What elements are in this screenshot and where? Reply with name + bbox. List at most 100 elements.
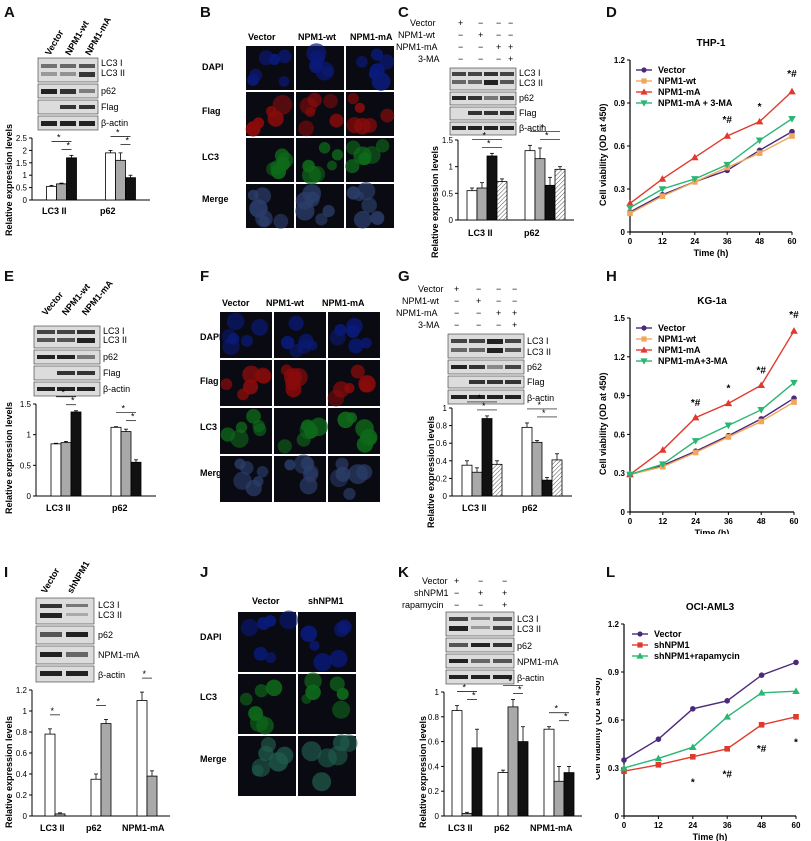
- cell-blob: [273, 213, 289, 229]
- bar: [44, 733, 56, 817]
- svg-text:−: −: [454, 600, 459, 610]
- x-tick-label: 60: [788, 237, 797, 246]
- group-label: p62: [112, 503, 128, 513]
- significance-star: *: [67, 140, 71, 150]
- cell-blob: [239, 692, 253, 706]
- cell-blob: [346, 117, 363, 134]
- bar: [451, 710, 463, 817]
- series-line: [629, 131, 793, 213]
- significance-star: *: [131, 412, 135, 422]
- western-blot: [445, 611, 515, 685]
- cell-blob: [334, 323, 347, 337]
- data-point: [758, 722, 765, 728]
- image-column-label: NPM1-wt: [266, 298, 304, 308]
- data-point: [626, 204, 634, 212]
- group-label: p62: [494, 823, 510, 833]
- cell-blob: [312, 772, 332, 792]
- panel-k: Vector shNPM1 rapamycin + − − − + + − − + LC3 …: [402, 576, 582, 833]
- blot-label: LC3 I: [527, 336, 549, 346]
- cell-blob: [300, 456, 315, 471]
- bar: [553, 780, 565, 817]
- cell-blob: [346, 140, 361, 155]
- image-row-label: LC3: [200, 692, 217, 702]
- data-point: [636, 652, 644, 659]
- svg-text:−: −: [512, 284, 517, 294]
- bar: [461, 813, 473, 817]
- group-label: LC3 II: [46, 503, 71, 513]
- bar: [507, 706, 519, 817]
- panel-l: OCI-AML3 0 0.3 0.6 0.9 1.2 0 12 24 36 48 60 Time (h)…: [596, 602, 801, 841]
- svg-text:+: +: [478, 30, 483, 40]
- data-point: [690, 754, 696, 760]
- panel-label-f: F: [200, 268, 210, 285]
- data-point: [793, 714, 799, 720]
- cell-blob: [356, 56, 368, 68]
- panel-j: Vector shNPM1 DAPI LC3 Merge: [200, 596, 358, 796]
- bar: [476, 187, 488, 221]
- significance-star: *: [71, 396, 75, 406]
- cell-blob: [226, 312, 245, 331]
- series-line: [629, 91, 793, 204]
- bar: [46, 185, 57, 201]
- series-line: [629, 397, 795, 476]
- x-tick-label: 12: [658, 517, 667, 526]
- image-column-label: NPM1-mA: [322, 298, 365, 308]
- legend-label: NPM1-mA + 3-MA: [658, 98, 733, 108]
- bar: [534, 158, 546, 221]
- series-line: [623, 716, 797, 772]
- cell-blob: [300, 625, 318, 643]
- bar: [544, 184, 556, 221]
- cell-blob: [347, 92, 359, 105]
- y-tick-label: 0.4: [16, 770, 28, 779]
- significance-star: *: [538, 400, 542, 410]
- svg-text:+: +: [496, 42, 501, 52]
- x-axis-label: Time (h): [694, 248, 729, 258]
- blot-label: p62: [519, 93, 534, 103]
- bar: [524, 150, 536, 221]
- svg-text:+: +: [502, 588, 507, 598]
- svg-text:−: −: [458, 54, 463, 64]
- blot-label: Flag: [519, 108, 537, 118]
- blot-label: p62: [101, 86, 116, 96]
- y-tick-label: 0: [27, 492, 32, 501]
- svg-text:−: −: [496, 30, 501, 40]
- y-tick-label: 0.5: [20, 461, 32, 470]
- svg-text:+: +: [454, 284, 459, 294]
- bar: [110, 426, 122, 497]
- data-point: [640, 358, 648, 365]
- significance-star: *: [472, 691, 476, 701]
- cell-blob: [247, 189, 259, 201]
- cell-blob: [220, 378, 233, 391]
- y-tick-label: 1: [435, 688, 440, 697]
- significance-star: *: [62, 388, 66, 398]
- cell-blob: [280, 335, 295, 350]
- data-point: [689, 743, 697, 750]
- significance-annotation: *#: [722, 770, 732, 781]
- cell-blob: [245, 121, 261, 137]
- significance-annotation: *: [726, 384, 730, 395]
- legend-label: NPM1-wt: [658, 76, 696, 86]
- svg-text:−: −: [496, 284, 501, 294]
- group-label: NPM1-mA: [122, 823, 165, 833]
- western-blot: [35, 597, 95, 683]
- svg-text:−: −: [508, 30, 513, 40]
- y-tick-label: 1.5: [442, 136, 454, 145]
- cell-blob: [370, 48, 384, 61]
- condition-matrix: + − − − − + − − − − + + − − − +: [458, 18, 513, 64]
- x-tick-label: 36: [723, 237, 732, 246]
- image-row-label: Flag: [200, 376, 219, 386]
- cell-blob: [280, 364, 293, 376]
- cell-blob: [272, 94, 293, 115]
- bar: [66, 157, 77, 201]
- legend-label: Vector: [654, 629, 682, 639]
- bar: [531, 441, 543, 497]
- cell-blob: [251, 318, 269, 336]
- group-label: p62: [86, 823, 102, 833]
- x-tick-label: 36: [723, 821, 732, 830]
- svg-text:−: −: [476, 308, 481, 318]
- data-point: [658, 175, 667, 182]
- blot-label: p62: [98, 630, 113, 640]
- data-point: [758, 418, 764, 425]
- cell-blob: [251, 758, 271, 777]
- panel-h: KG-1a 0 0.3 0.6 0.9 1.2 1.5 0 12 24 36 48 60 Time (h)…: [598, 296, 799, 534]
